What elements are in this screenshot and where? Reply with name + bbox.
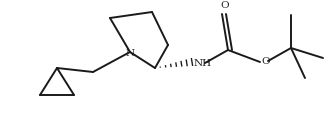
Text: NH: NH bbox=[194, 59, 212, 67]
Text: O: O bbox=[261, 58, 270, 66]
Text: O: O bbox=[221, 1, 229, 10]
Text: N: N bbox=[126, 48, 135, 58]
